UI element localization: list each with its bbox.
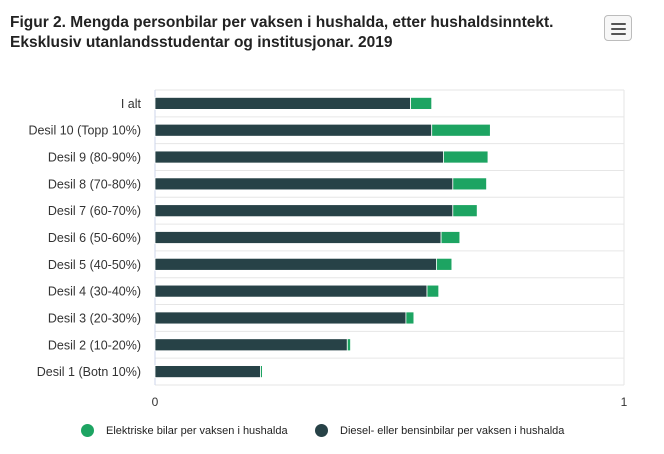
y-tick-label: Desil 8 (70-80%) [48,177,141,191]
y-tick-label: Desil 4 (30-40%) [48,285,141,299]
bar-electric[interactable] [452,177,487,191]
y-tick-label: Desil 9 (80-90%) [48,151,141,165]
legend-item-electric[interactable]: Elektriske bilar per vaksen i hushalda [81,424,288,437]
y-tick-label: Desil 3 (20-30%) [48,311,141,325]
chart-legend: Elektriske bilar per vaksen i hushalda D… [0,424,664,444]
chart-grid [154,89,625,386]
legend-marker-electric [81,424,94,437]
chart-title-line-1: Figur 2. Mengda personbilar per vaksen i… [10,14,554,31]
bar-diesel[interactable] [154,338,348,352]
legend-label-diesel: Diesel- eller bensinbilar per vaksen i h… [340,424,565,437]
bar-diesel[interactable] [154,284,428,298]
y-tick-label: Desil 6 (50-60%) [48,231,141,245]
x-tick-label: 0 [152,395,159,409]
y-tick-label: Desil 5 (40-50%) [48,258,141,272]
bar-diesel[interactable] [154,150,444,164]
legend-item-diesel[interactable]: Diesel- eller bensinbilar per vaksen i h… [315,424,564,437]
bar-diesel[interactable] [154,97,412,110]
bar-diesel[interactable] [154,311,407,325]
y-tick-label: Desil 7 (60-70%) [48,204,141,218]
y-tick-label: Desil 10 (Topp 10%) [28,124,141,138]
bar-electric[interactable] [440,231,461,244]
bar-electric[interactable] [435,257,453,271]
chart-menu-button[interactable] [604,15,632,41]
y-tick-label: I alt [121,97,142,111]
bar-diesel[interactable] [154,365,261,378]
bar-electric[interactable] [426,284,440,298]
chart-title: Figur 2. Mengda personbilar per vaksen i… [10,13,590,53]
bar-electric[interactable] [346,338,351,352]
bar-electric[interactable] [431,123,491,137]
legend-label-electric: Elektriske bilar per vaksen i hushalda [106,424,288,437]
legend-marker-diesel [315,424,328,437]
bar-electric[interactable] [452,204,478,218]
chart-title-line-2: Eksklusiv utanlandsstudentar og institus… [10,34,393,51]
bar-electric[interactable] [443,150,489,164]
bar-chart: I alt Desil 10 (Topp 10%) Desil 9 (80-90%)… [28,89,628,409]
bar-diesel[interactable] [154,231,442,244]
bar-electric[interactable] [260,365,263,378]
bar-diesel[interactable] [154,177,454,191]
y-axis-labels: I alt Desil 10 (Topp 10%) Desil 9 (80-90%)… [28,97,141,379]
x-tick-label: 1 [621,395,628,409]
bar-electric[interactable] [410,97,433,110]
bar-diesel[interactable] [154,257,437,271]
bar-diesel[interactable] [154,123,433,137]
y-tick-label: Desil 2 (10-20%) [48,338,141,352]
y-tick-label: Desil 1 (Botn 10%) [37,365,141,379]
bar-electric[interactable] [405,311,415,325]
chart-bars [154,97,491,378]
bar-diesel[interactable] [154,204,454,218]
